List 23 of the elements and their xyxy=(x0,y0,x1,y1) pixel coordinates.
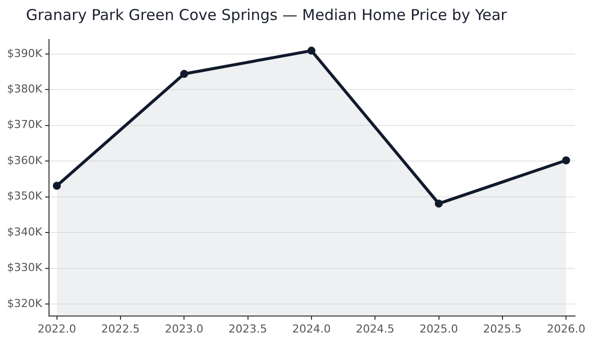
y-tick-label: $320K xyxy=(6,296,43,310)
y-tick-label: $360K xyxy=(6,154,43,167)
point xyxy=(307,46,316,55)
y-tick-label: $350K xyxy=(6,190,43,203)
x-tick-label: 2024.0 xyxy=(292,322,331,336)
x-tick-label: 2024.5 xyxy=(356,322,394,336)
x-tick-label: 2022.0 xyxy=(38,322,76,336)
x-tick-label: 2022.5 xyxy=(101,322,140,336)
x-tick-label: 2025.0 xyxy=(420,322,458,336)
x-tick-label: 2023.0 xyxy=(164,322,204,336)
chart-title: Granary Park Green Cove Springs — Median Home Price by Year xyxy=(26,6,507,24)
y-tick-label: $340K xyxy=(6,225,43,238)
point xyxy=(562,156,570,164)
y-tick-label: $390K xyxy=(6,46,43,60)
x-tick-label: 2026.0 xyxy=(546,322,586,336)
y-tick-label: $370K xyxy=(6,118,43,132)
point xyxy=(180,70,188,78)
y-tick-label: $330K xyxy=(6,261,43,274)
x-tick-label: 2023.5 xyxy=(228,322,268,336)
y-tick-label: $380K xyxy=(6,82,43,96)
x-tick-label: 2025.5 xyxy=(483,322,522,336)
point xyxy=(434,200,443,208)
point xyxy=(52,182,61,190)
